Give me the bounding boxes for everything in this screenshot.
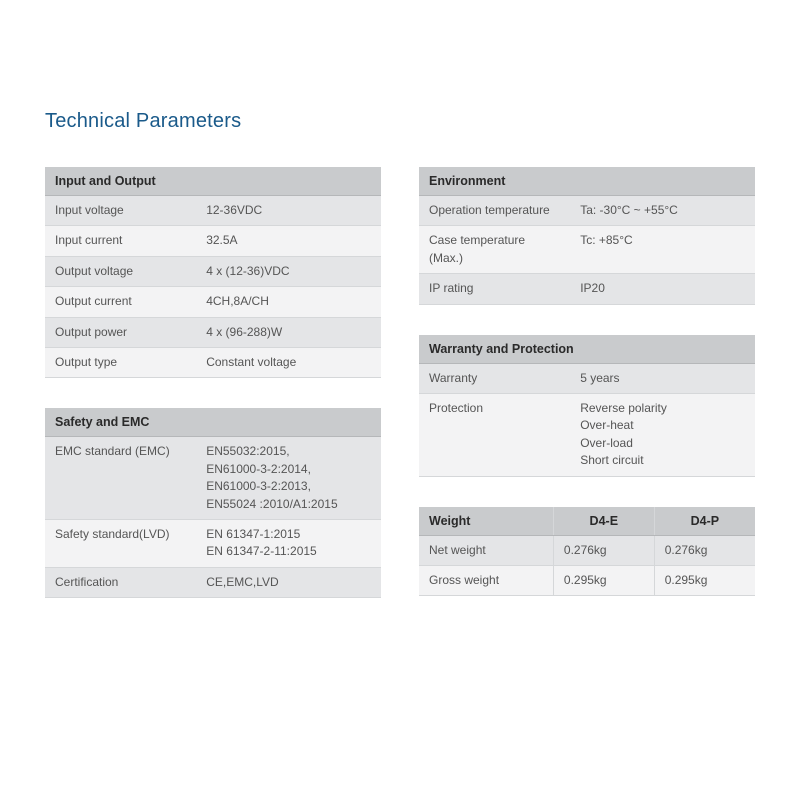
row-label: IP rating <box>419 274 570 304</box>
row-label: EMC standard (EMC) <box>45 437 196 520</box>
safety-table: Safety and EMC EMC standard (EMC)EN55032… <box>45 408 381 598</box>
table-row: IP ratingIP20 <box>419 274 755 304</box>
right-column: Environment Operation temperatureTa: -30… <box>419 167 755 628</box>
row-value: 0.276kg <box>654 535 755 565</box>
table-row: Input voltage12-36VDC <box>45 196 381 226</box>
table-row: EMC standard (EMC)EN55032:2015,EN61000-3… <box>45 437 381 520</box>
table-row: Case temperature (Max.)Tc: +85°C <box>419 226 755 274</box>
row-value: 0.295kg <box>553 565 654 595</box>
row-value: 4 x (12-36)VDC <box>196 256 381 286</box>
weight-table: Weight D4-E D4-P Net weight 0.276kg 0.27… <box>419 507 755 597</box>
row-value: CE,EMC,LVD <box>196 567 381 597</box>
weight-col-header: D4-E <box>553 507 654 536</box>
row-value: Constant voltage <box>196 347 381 377</box>
row-label: Gross weight <box>419 565 553 595</box>
row-label: Protection <box>419 393 570 476</box>
table-row: Output power4 x (96-288)W <box>45 317 381 347</box>
row-value: 12-36VDC <box>196 196 381 226</box>
row-label: Case temperature (Max.) <box>419 226 570 274</box>
row-value: 4 x (96-288)W <box>196 317 381 347</box>
table-row: ProtectionReverse polarityOver-heatOver-… <box>419 393 755 476</box>
warranty-table: Warranty and Protection Warranty5 years … <box>419 335 755 477</box>
row-label: Input current <box>45 226 196 256</box>
row-label: Warranty <box>419 363 570 393</box>
row-label: Input voltage <box>45 196 196 226</box>
content-columns: Input and Output Input voltage12-36VDC I… <box>45 167 755 628</box>
table-row: Output typeConstant voltage <box>45 347 381 377</box>
row-value: Tc: +85°C <box>570 226 755 274</box>
row-value: 4CH,8A/CH <box>196 287 381 317</box>
table-row: CertificationCE,EMC,LVD <box>45 567 381 597</box>
row-label: Output type <box>45 347 196 377</box>
row-value: Ta: -30°C ~ +55°C <box>570 196 755 226</box>
left-column: Input and Output Input voltage12-36VDC I… <box>45 167 381 628</box>
row-label: Net weight <box>419 535 553 565</box>
row-label: Operation temperature <box>419 196 570 226</box>
row-label: Output current <box>45 287 196 317</box>
row-label: Safety standard(LVD) <box>45 519 196 567</box>
row-value: 5 years <box>570 363 755 393</box>
row-value: 32.5A <box>196 226 381 256</box>
table-row: Output voltage4 x (12-36)VDC <box>45 256 381 286</box>
row-value: EN 61347-1:2015EN 61347-2-11:2015 <box>196 519 381 567</box>
table-row: Gross weight 0.295kg 0.295kg <box>419 565 755 595</box>
warranty-header: Warranty and Protection <box>419 335 755 364</box>
table-row: Output current4CH,8A/CH <box>45 287 381 317</box>
table-row: Safety standard(LVD)EN 61347-1:2015EN 61… <box>45 519 381 567</box>
row-value: 0.276kg <box>553 535 654 565</box>
table-row: Operation temperatureTa: -30°C ~ +55°C <box>419 196 755 226</box>
env-header: Environment <box>419 167 755 196</box>
row-label: Certification <box>45 567 196 597</box>
row-value: 0.295kg <box>654 565 755 595</box>
table-row: Input current32.5A <box>45 226 381 256</box>
row-label: Output power <box>45 317 196 347</box>
safety-header: Safety and EMC <box>45 408 381 437</box>
page-title: Technical Parameters <box>45 110 755 133</box>
env-table: Environment Operation temperatureTa: -30… <box>419 167 755 305</box>
table-row: Net weight 0.276kg 0.276kg <box>419 535 755 565</box>
io-header: Input and Output <box>45 167 381 196</box>
row-value: Reverse polarityOver-heatOver-loadShort … <box>570 393 755 476</box>
weight-col-header: Weight <box>419 507 553 536</box>
row-value: EN55032:2015,EN61000-3-2:2014,EN61000-3-… <box>196 437 381 520</box>
io-table: Input and Output Input voltage12-36VDC I… <box>45 167 381 378</box>
row-value: IP20 <box>570 274 755 304</box>
weight-col-header: D4-P <box>654 507 755 536</box>
row-label: Output voltage <box>45 256 196 286</box>
table-row: Warranty5 years <box>419 363 755 393</box>
